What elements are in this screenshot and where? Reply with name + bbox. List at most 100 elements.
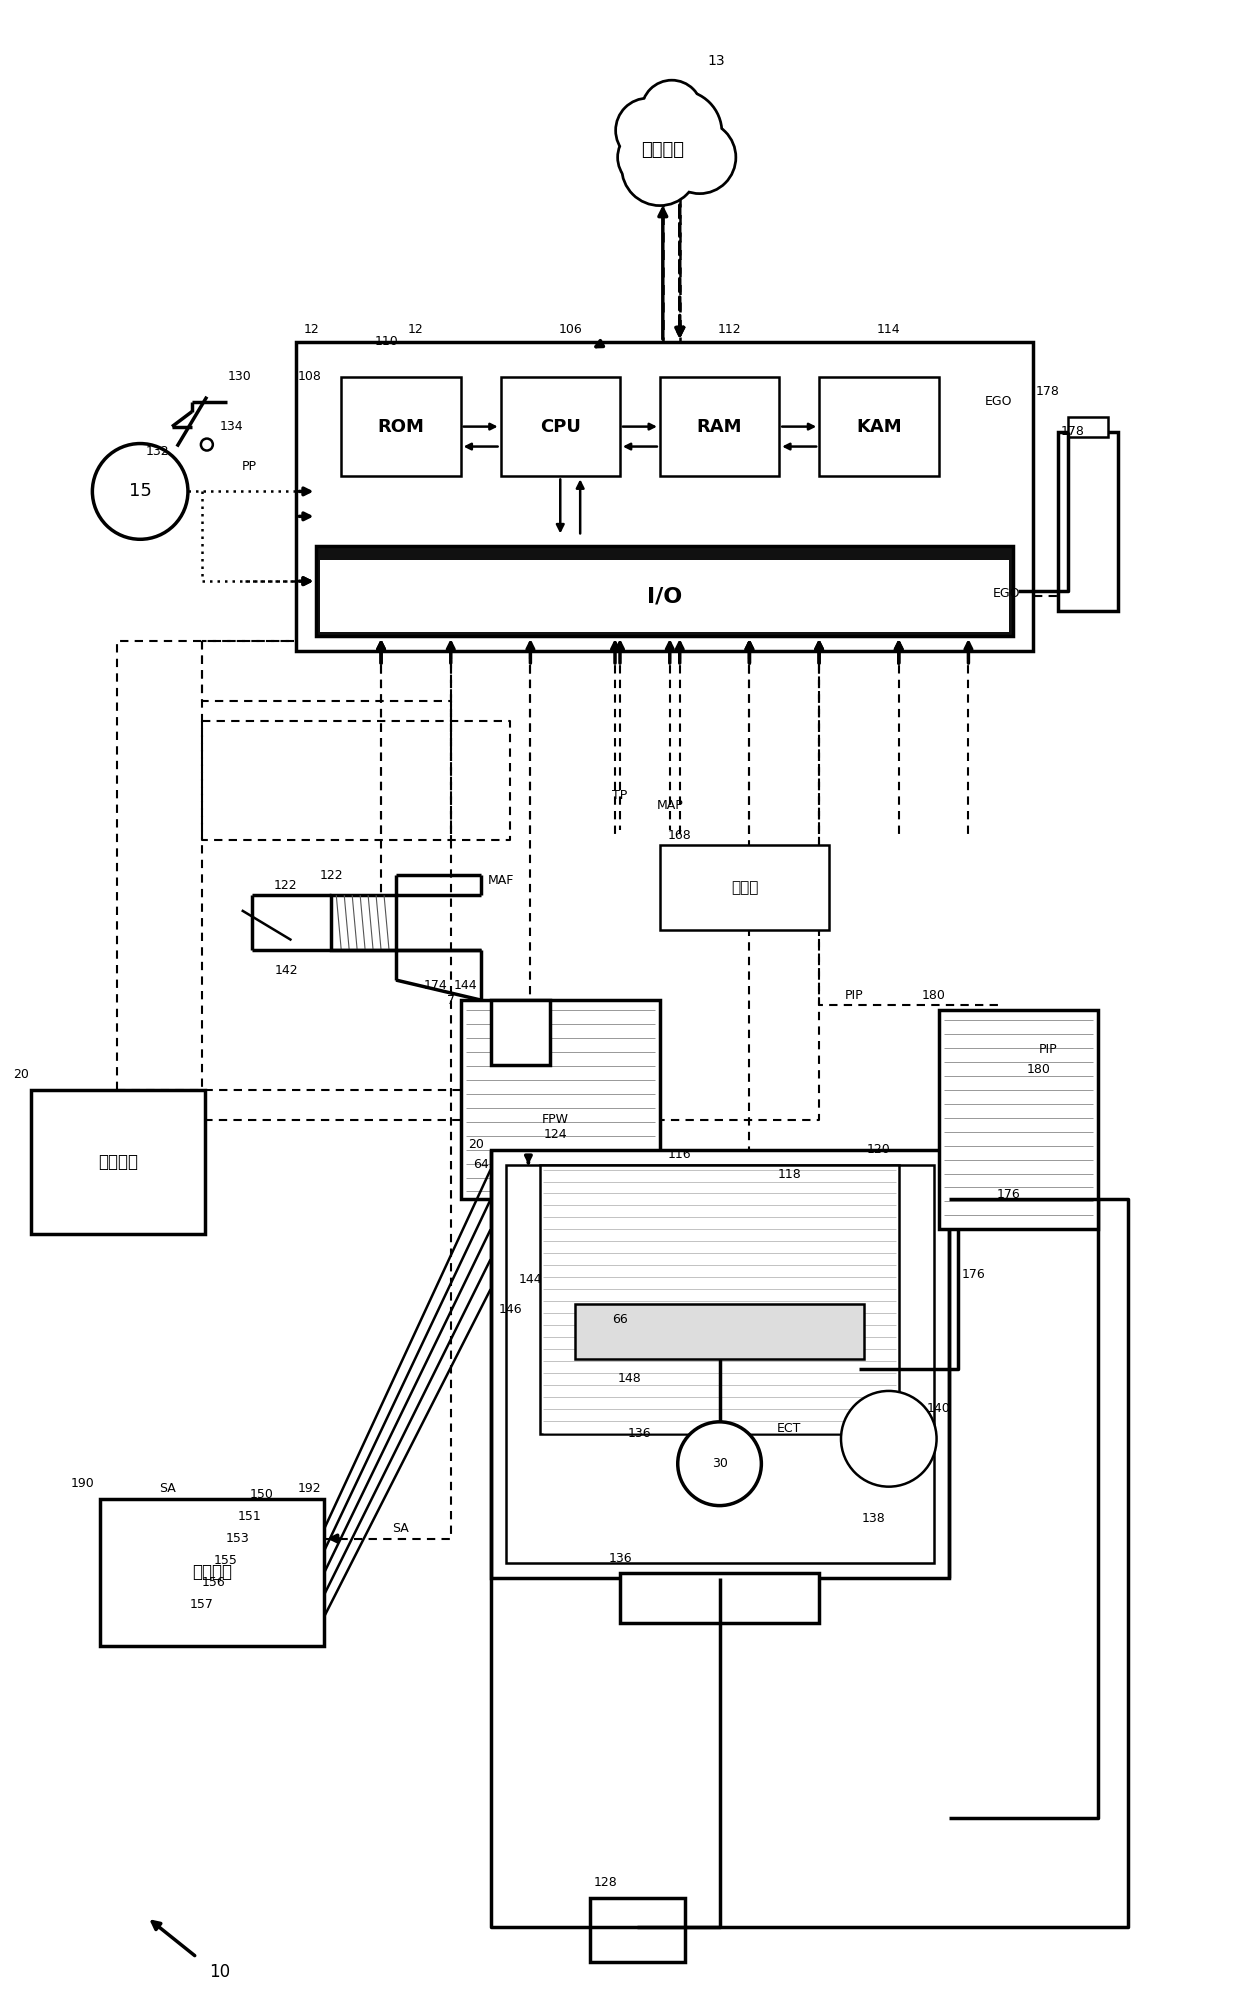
Text: 124: 124 <box>543 1128 567 1140</box>
Text: 20: 20 <box>12 1068 29 1082</box>
Circle shape <box>642 80 702 141</box>
Circle shape <box>642 82 701 139</box>
Text: 180: 180 <box>921 989 946 1001</box>
Text: FPW: FPW <box>542 1114 569 1126</box>
Text: 130: 130 <box>228 370 252 384</box>
Bar <box>660 376 779 477</box>
Circle shape <box>201 438 213 450</box>
Text: 108: 108 <box>298 370 321 384</box>
Text: 136: 136 <box>608 1552 632 1565</box>
Text: 10: 10 <box>210 1963 231 1981</box>
Bar <box>296 342 1033 652</box>
Text: ROM: ROM <box>377 418 424 436</box>
Text: 140: 140 <box>926 1402 950 1416</box>
Text: 110: 110 <box>374 336 398 348</box>
Circle shape <box>622 131 697 205</box>
Text: 146: 146 <box>498 1303 522 1315</box>
Circle shape <box>622 129 698 205</box>
Text: 12: 12 <box>408 324 424 336</box>
Circle shape <box>618 127 678 187</box>
Bar <box>820 376 939 477</box>
Text: 190: 190 <box>71 1478 94 1490</box>
Bar <box>100 1498 325 1647</box>
Text: 151: 151 <box>238 1510 262 1522</box>
Text: 176: 176 <box>997 1189 1021 1201</box>
Bar <box>331 895 396 949</box>
Bar <box>506 1164 934 1563</box>
Text: 30: 30 <box>712 1458 728 1470</box>
Text: 136: 136 <box>629 1428 652 1440</box>
Circle shape <box>678 1422 761 1506</box>
Text: 66: 66 <box>613 1313 627 1325</box>
Text: 174: 174 <box>424 979 448 991</box>
Text: 150: 150 <box>249 1488 274 1500</box>
Bar <box>320 561 1009 631</box>
Text: 64: 64 <box>472 1158 489 1170</box>
Text: TP: TP <box>613 788 627 802</box>
Text: SA: SA <box>393 1522 409 1534</box>
Text: 142: 142 <box>275 963 299 977</box>
Text: 燃料系统: 燃料系统 <box>98 1152 138 1170</box>
Text: 178: 178 <box>1061 424 1085 438</box>
Text: 114: 114 <box>877 324 900 336</box>
Text: 134: 134 <box>219 420 243 432</box>
Text: PP: PP <box>242 461 257 473</box>
Text: PIP: PIP <box>1039 1044 1058 1056</box>
Circle shape <box>841 1392 936 1486</box>
Text: 118: 118 <box>777 1168 801 1180</box>
Text: 122: 122 <box>320 869 343 883</box>
Text: MAP: MAP <box>656 798 683 812</box>
Text: 144: 144 <box>454 979 477 991</box>
Text: 7: 7 <box>446 993 455 1008</box>
Text: 192: 192 <box>298 1482 321 1494</box>
Text: SA: SA <box>159 1482 175 1494</box>
Text: 15: 15 <box>129 483 151 501</box>
Text: 156: 156 <box>202 1577 226 1589</box>
Text: EGO: EGO <box>985 396 1012 408</box>
Bar <box>541 1164 899 1434</box>
Bar <box>1058 432 1117 611</box>
Text: 157: 157 <box>190 1599 213 1611</box>
Text: 车外网络: 车外网络 <box>641 141 684 159</box>
Text: ECT: ECT <box>777 1422 801 1436</box>
Circle shape <box>639 93 720 173</box>
Text: 168: 168 <box>668 829 692 843</box>
Text: 106: 106 <box>558 324 582 336</box>
Bar <box>575 1305 864 1359</box>
Text: RAM: RAM <box>697 418 743 436</box>
Bar <box>31 1090 205 1235</box>
Text: 20: 20 <box>467 1138 484 1150</box>
Bar <box>590 1898 684 1963</box>
Text: MAF: MAF <box>487 875 513 887</box>
Text: 138: 138 <box>862 1512 885 1524</box>
Bar <box>341 376 461 477</box>
Circle shape <box>637 90 722 175</box>
Circle shape <box>619 129 677 187</box>
Text: 122: 122 <box>274 879 298 891</box>
Bar <box>1068 416 1107 436</box>
Text: 112: 112 <box>718 324 742 336</box>
Text: CPU: CPU <box>539 418 580 436</box>
Text: 144: 144 <box>518 1273 542 1285</box>
Circle shape <box>616 99 680 163</box>
Text: 180: 180 <box>1027 1064 1050 1076</box>
Circle shape <box>663 121 735 193</box>
Bar <box>316 547 1013 635</box>
Text: 13: 13 <box>708 54 725 68</box>
Circle shape <box>618 99 678 161</box>
Text: 12: 12 <box>304 324 319 336</box>
Bar <box>491 1150 949 1579</box>
Text: EGO: EGO <box>992 587 1021 599</box>
Text: 176: 176 <box>961 1267 986 1281</box>
Text: 132: 132 <box>145 444 169 459</box>
Bar <box>939 1010 1097 1229</box>
Text: 178: 178 <box>1037 386 1060 398</box>
Text: 128: 128 <box>593 1876 618 1888</box>
Text: PIP: PIP <box>844 989 863 1001</box>
Text: 153: 153 <box>226 1532 249 1544</box>
Text: KAM: KAM <box>856 418 901 436</box>
Text: 116: 116 <box>668 1148 692 1160</box>
Text: 120: 120 <box>867 1142 890 1156</box>
Text: I/O: I/O <box>647 585 682 605</box>
Text: 148: 148 <box>618 1372 642 1386</box>
